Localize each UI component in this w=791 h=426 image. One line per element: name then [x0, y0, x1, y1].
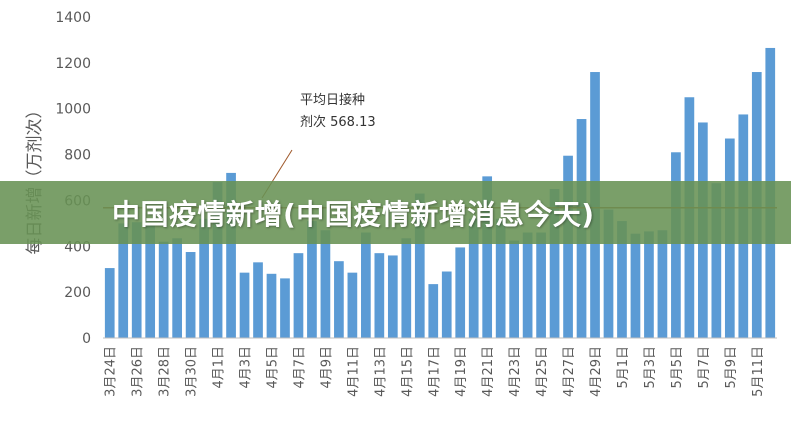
x-tick-label: 4月27日 — [562, 346, 577, 397]
bar — [280, 278, 290, 338]
bar — [104, 268, 115, 338]
bar — [428, 284, 439, 338]
x-tick-label: 4月9日 — [319, 346, 334, 389]
bar — [509, 240, 519, 338]
bars — [104, 47, 776, 339]
annotation-line-2: 剂次 568.13 — [300, 115, 376, 130]
x-tick-label: 4月17日 — [427, 346, 442, 397]
bar — [644, 231, 654, 338]
x-tick-label: 5月5日 — [670, 346, 685, 389]
annotation-line-1: 平均日接种 — [300, 93, 366, 108]
title-banner: 中国疫情新增(中国疫情新增消息今天) — [0, 181, 791, 244]
x-tick-label: 4月19日 — [454, 346, 469, 397]
y-tick-label: 0 — [82, 331, 91, 347]
x-tick-label: 3月24日 — [104, 346, 119, 397]
bar — [253, 262, 263, 338]
bar — [657, 230, 668, 338]
bar — [334, 261, 344, 338]
bar — [131, 222, 142, 338]
bar — [145, 225, 156, 338]
bar — [374, 253, 385, 338]
bar — [158, 241, 169, 338]
y-tick-label: 1400 — [55, 10, 91, 26]
x-tick-label: 5月11日 — [751, 346, 766, 397]
x-tick-label: 3月28日 — [158, 346, 173, 397]
bar — [401, 238, 412, 338]
banner-title: 中国疫情新增(中国疫情新增消息今天) — [112, 197, 595, 231]
bar — [671, 152, 681, 338]
x-tick-label: 3月30日 — [185, 346, 200, 397]
bar — [347, 272, 358, 338]
bar — [603, 209, 614, 338]
bar — [239, 272, 250, 338]
x-tick-label: 4月3日 — [239, 346, 254, 389]
y-axis-ticks: 0200400600800100012001400 — [55, 10, 91, 347]
x-tick-label: 3月26日 — [131, 346, 146, 397]
bar — [293, 253, 304, 338]
bar — [482, 176, 493, 338]
bar — [468, 218, 479, 338]
bar — [266, 273, 277, 338]
x-tick-label: 4月15日 — [400, 346, 415, 397]
bar — [495, 218, 506, 338]
x-tick-label: 4月23日 — [508, 346, 523, 397]
bar — [307, 221, 317, 338]
bar — [711, 183, 722, 338]
bar — [172, 238, 182, 338]
bar — [630, 233, 641, 338]
x-tick-label: 4月21日 — [481, 346, 496, 397]
bar — [522, 232, 533, 338]
x-tick-label: 4月25日 — [535, 346, 550, 397]
x-tick-label: 5月3日 — [643, 346, 658, 389]
x-axis-ticks: 3月24日 3月26日 3月28日 3月30日 4月1日 4月3日 4月5日 4月7日 4月9日… — [104, 346, 766, 397]
bar — [455, 247, 466, 338]
x-tick-label: 5月1日 — [616, 346, 631, 389]
x-tick-label: 4月5日 — [266, 346, 281, 389]
bar — [199, 218, 209, 338]
bar — [414, 193, 425, 338]
bar — [563, 155, 573, 338]
bar — [212, 182, 223, 338]
x-tick-label: 4月7日 — [292, 346, 307, 389]
bar — [617, 221, 627, 338]
x-tick-label: 5月9日 — [724, 346, 739, 389]
bar — [185, 252, 196, 338]
x-tick-label: 4月1日 — [212, 346, 227, 389]
x-tick-label: 4月11日 — [346, 346, 361, 397]
bar — [549, 188, 560, 338]
bar — [536, 232, 546, 338]
bar — [118, 223, 129, 338]
y-tick-label: 1200 — [55, 56, 91, 72]
bar — [361, 232, 371, 338]
average-annotation: 平均日接种 剂次 568.13 — [300, 90, 376, 134]
y-tick-label: 800 — [64, 148, 91, 164]
bar — [387, 255, 398, 338]
x-tick-label: 5月7日 — [697, 346, 712, 389]
x-tick-label: 4月13日 — [373, 346, 388, 397]
x-tick-label: 4月29日 — [589, 346, 604, 397]
y-tick-label: 1000 — [55, 102, 91, 118]
bar — [320, 230, 331, 338]
bar — [226, 172, 236, 338]
bar — [441, 271, 452, 338]
y-tick-label: 200 — [64, 285, 91, 301]
